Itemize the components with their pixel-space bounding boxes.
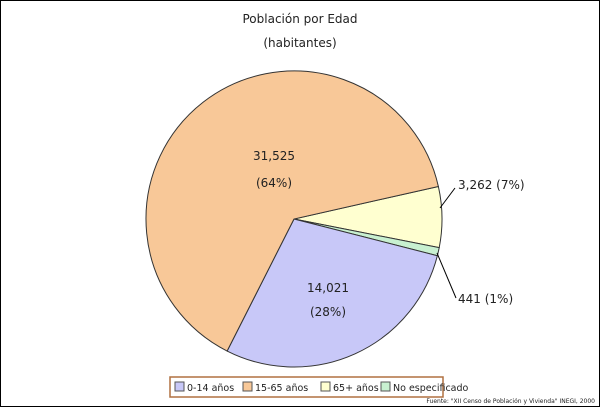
leader-65plus: [439, 187, 456, 209]
pie-slice-15-65-a-os: [145, 70, 439, 352]
label-15-65-percent: (64%): [256, 176, 292, 190]
pie-slice-0-14-a-os: [226, 218, 438, 368]
legend-box: [169, 376, 444, 398]
legend-swatch: [380, 381, 391, 392]
legend-label: No especificado: [393, 383, 469, 394]
legend-label: 15-65 años: [255, 383, 308, 394]
label-65plus: 3,262 (7%): [458, 178, 525, 192]
legend: 0-14 años 15-65 años 65+ años No especifica…: [169, 376, 469, 398]
chart-subtitle: (habitantes): [263, 36, 336, 50]
legend-swatch: [174, 381, 185, 392]
chart-title: Población por Edad: [242, 12, 357, 26]
legend-swatch: [242, 381, 253, 392]
source-note: Fuente: "XII Censo de Población y Vivien…: [426, 398, 595, 405]
legend-swatch: [320, 381, 331, 392]
leader-no-especificado: [436, 252, 457, 299]
label-15-65-value: 31,525: [253, 149, 295, 163]
legend-label: 0-14 años: [187, 383, 234, 394]
label-no-especificado: 441 (1%): [458, 292, 513, 306]
legend-label: 65+ años: [333, 383, 379, 394]
label-0-14-value: 14,021: [307, 281, 349, 295]
label-0-14-percent: (28%): [310, 305, 346, 319]
